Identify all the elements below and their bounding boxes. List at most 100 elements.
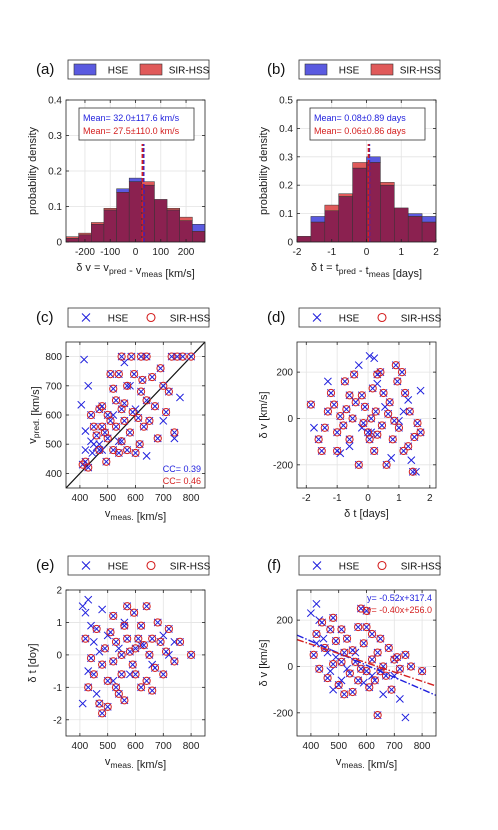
sir-point bbox=[329, 613, 338, 622]
hse-point bbox=[84, 381, 93, 390]
sir-point bbox=[148, 634, 157, 643]
hse-point bbox=[387, 453, 396, 462]
y-tick-label: 200 bbox=[276, 616, 293, 627]
hse-point bbox=[310, 423, 318, 432]
panel-label: (d) bbox=[267, 309, 285, 326]
x-tick-label: -200 bbox=[75, 247, 95, 258]
plot-content bbox=[78, 595, 196, 718]
legend-box bbox=[67, 555, 210, 576]
bar-overlap bbox=[166, 209, 180, 242]
y-tick-label: 0 bbox=[287, 662, 293, 673]
bar-top bbox=[116, 188, 130, 193]
sir-point bbox=[120, 399, 129, 408]
mean-hse-text: Mean= 0.08±0.89 days bbox=[314, 113, 406, 123]
legend-swatch-sir bbox=[370, 63, 394, 76]
panel-label: (a) bbox=[36, 61, 54, 78]
sir-point bbox=[367, 414, 376, 423]
sir-point bbox=[136, 352, 146, 361]
legend: HSE SIR-HSS bbox=[67, 555, 211, 576]
x-tick-label: 700 bbox=[386, 741, 403, 752]
sir-point bbox=[342, 405, 351, 414]
sir-point bbox=[130, 370, 139, 379]
legend-marker-sir bbox=[146, 560, 156, 571]
sir-point bbox=[394, 423, 404, 432]
panel-b: Mean= 0.08±0.89 days Mean= 0.06±0.86 days… bbox=[258, 59, 441, 280]
sir-point bbox=[117, 650, 126, 659]
sir-point bbox=[142, 676, 151, 685]
legend-marker-hse bbox=[312, 561, 322, 570]
y-axis-label: δ v [km/s] bbox=[258, 391, 270, 438]
sir-point bbox=[120, 621, 129, 630]
mean-sir-text: Mean= 27.5±110.0 km/s bbox=[83, 126, 180, 136]
hse-point bbox=[98, 446, 107, 454]
hse-point bbox=[176, 393, 184, 402]
y-tick-label: -200 bbox=[273, 460, 293, 471]
sir-point bbox=[384, 409, 393, 418]
sir-point bbox=[365, 435, 374, 444]
sir-point bbox=[392, 653, 402, 662]
sir-point bbox=[123, 634, 132, 643]
sir-point bbox=[139, 422, 148, 431]
plot-content bbox=[306, 351, 425, 476]
hse-point bbox=[411, 467, 420, 476]
legend-marker-hse bbox=[81, 313, 91, 322]
panel-label: (b) bbox=[267, 61, 285, 78]
legend-box bbox=[298, 59, 441, 80]
legend-marker-hse bbox=[312, 313, 322, 322]
x-axis-label: δ t [days] bbox=[344, 508, 389, 520]
sir-point bbox=[123, 445, 132, 455]
y-tick-label: -1 bbox=[53, 683, 62, 694]
x-tick-label: 400 bbox=[72, 493, 89, 504]
hse-point bbox=[404, 395, 413, 404]
sir-point bbox=[373, 430, 382, 439]
sir-point bbox=[331, 636, 341, 646]
sir-point bbox=[348, 687, 357, 697]
mean-box bbox=[78, 107, 195, 141]
sir-point bbox=[408, 467, 417, 476]
sir-point bbox=[106, 416, 115, 425]
legend-label-sir: SIR-HSS bbox=[169, 66, 210, 77]
legend-swatch-hse bbox=[73, 63, 97, 76]
sir-point bbox=[142, 396, 151, 405]
sir-point bbox=[114, 448, 123, 458]
bar-overlap bbox=[128, 181, 143, 242]
sir-point bbox=[357, 391, 366, 400]
sir-point bbox=[98, 709, 107, 718]
y-tick-label: 0.1 bbox=[279, 209, 293, 220]
sir-point bbox=[106, 628, 115, 637]
hse-point bbox=[319, 634, 328, 643]
x-tick-label: 600 bbox=[127, 493, 144, 504]
x-tick-label: -2 bbox=[302, 493, 311, 504]
bar-top bbox=[338, 193, 353, 197]
y-tick-label: 0.1 bbox=[48, 202, 62, 213]
bar-overlap bbox=[116, 192, 130, 242]
hse-point bbox=[416, 386, 425, 395]
panel-label: (f) bbox=[267, 557, 281, 574]
sir-point bbox=[164, 387, 173, 396]
plot-content bbox=[297, 144, 436, 242]
sir-point bbox=[164, 624, 173, 634]
sir-point bbox=[134, 413, 143, 423]
sir-point bbox=[401, 388, 410, 398]
fit-label-hse: y= -0.52x+317.4 bbox=[367, 593, 432, 603]
y-tick-label: 400 bbox=[45, 469, 62, 480]
x-tick-label: 500 bbox=[330, 741, 347, 752]
legend: HSE SIR-HSS bbox=[67, 307, 211, 328]
bar-overlap bbox=[352, 167, 367, 242]
sir-point bbox=[390, 655, 399, 664]
sir-point bbox=[314, 435, 323, 444]
legend-marker-sir bbox=[377, 312, 387, 323]
sir-point bbox=[406, 662, 416, 671]
plot-content bbox=[66, 342, 205, 488]
x-tick-label: -1 bbox=[327, 247, 336, 258]
y-tick-label: 0.4 bbox=[279, 124, 293, 135]
legend-label-hse: HSE bbox=[339, 66, 360, 77]
sir-point bbox=[159, 670, 168, 679]
bar-top bbox=[324, 204, 339, 212]
legend: HSE SIR-HSS bbox=[298, 59, 441, 80]
sir-point bbox=[142, 602, 151, 611]
bar-top bbox=[421, 216, 436, 223]
hse-point bbox=[92, 689, 101, 698]
hse-point bbox=[98, 605, 107, 614]
hse-point bbox=[84, 595, 93, 604]
